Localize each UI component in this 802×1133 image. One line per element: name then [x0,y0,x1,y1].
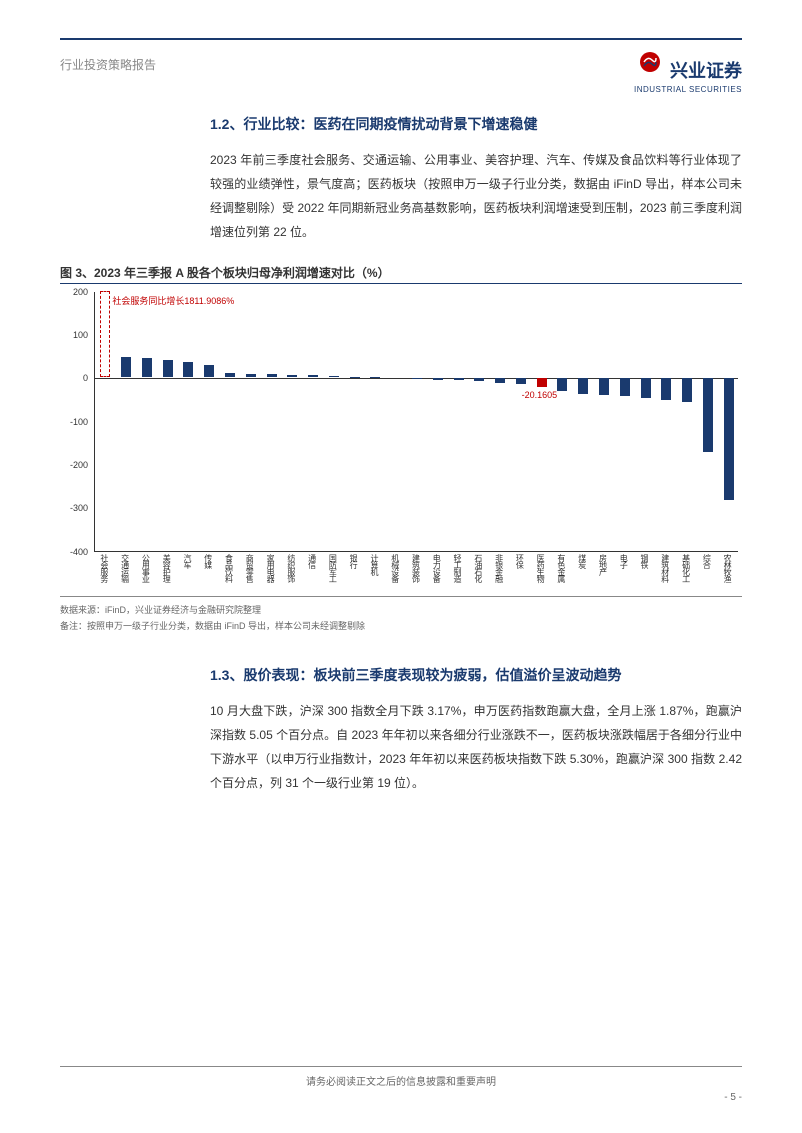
x-label: 基础化工 [681,554,692,582]
bar [308,375,318,377]
bar [599,378,609,394]
x-label: 电力设备 [431,554,442,582]
bar [454,378,464,380]
bar [267,374,277,377]
footer-rule [60,1066,742,1067]
page-header: 行业投资策略报告 兴业证券 INDUSTRIAL SECURITIES [60,50,742,94]
x-label: 美容护理 [161,554,172,582]
x-label: 非银金融 [494,554,505,582]
bar [620,378,630,395]
caption-rule [60,283,742,284]
figure-3-chart: 2001000-100-200-300-400 社会服务同比增长1811.908… [60,292,742,592]
bar [641,378,651,398]
y-tick: -100 [70,417,88,427]
x-label: 交通运输 [120,554,131,582]
x-label: 建筑装饰 [411,554,422,582]
x-label: 房地产 [597,554,608,575]
report-type-label: 行业投资策略报告 [60,50,156,73]
annotation-top: 社会服务同比增长1811.9086% [112,294,234,307]
x-label: 有色金属 [556,554,567,582]
bar [163,360,173,377]
bar [661,378,671,400]
bar [703,378,713,452]
bar [516,378,526,383]
figure-3-source: 数据来源：iFinD，兴业证券经济与金融研究院整理 [60,603,742,616]
bar [433,378,443,379]
bar [578,378,588,393]
source-rule [60,596,742,597]
section-1-3-body: 10 月大盘下跌，沪深 300 指数全月下跌 3.17%，申万医药指数跑赢大盘，… [210,699,742,795]
bar [121,357,131,378]
y-tick: 200 [73,287,88,297]
x-label: 建筑材料 [660,554,671,582]
bar [412,378,422,379]
y-tick: -200 [70,460,88,470]
bar [204,365,214,377]
x-label: 家用电器 [265,554,276,582]
section-1-2-title: 1.2、行业比较：医药在同期疫情扰动背景下增速稳健 [210,114,742,134]
x-label: 传媒 [203,554,214,568]
section-1-2-body: 2023 年前三季度社会服务、交通运输、公用事业、美容护理、汽车、传媒及食品饮料… [210,148,742,244]
plot-area: 社会服务同比增长1811.9086% -20.1605 [94,292,738,552]
x-label: 公用事业 [140,554,151,582]
bar [225,373,235,377]
x-label: 社会服务 [99,554,110,582]
bar [557,378,567,390]
bar [537,378,547,387]
x-label: 钢铁 [639,554,650,568]
logo-icon [638,50,662,74]
logo-text-cn: 兴业证券 [670,57,742,83]
page-number: - 5 - [60,1092,742,1103]
annotation-mid: -20.1605 [522,390,558,400]
figure-3-note: 备注：按照申万一级子行业分类，数据由 iFinD 导出，样本公司未经调整剔除 [60,619,742,632]
bar [350,377,360,378]
x-label: 电子 [618,554,629,568]
footer-disclaimer: 请务必阅读正文之后的信息披露和重要声明 [60,1073,742,1088]
x-label: 机械设备 [390,554,401,582]
bar [329,376,339,378]
bar [246,374,256,377]
x-label: 国防军工 [327,554,338,582]
x-label: 食品饮料 [224,554,235,582]
bar [682,378,692,402]
figure-3-caption: 图 3、2023 年三季报 A 股各个板块归母净利润增速对比（%） [60,264,742,281]
company-logo: 兴业证券 INDUSTRIAL SECURITIES [634,50,742,94]
x-label: 农林牧渔 [722,554,733,582]
bar [183,362,193,377]
x-label: 综合 [701,554,712,568]
x-label: 通信 [307,554,318,568]
x-label: 医药生物 [535,554,546,582]
bar [287,375,297,378]
x-label: 商贸零售 [244,554,255,582]
x-label: 轻工制造 [452,554,463,582]
bar [142,358,152,378]
top-rule [60,38,742,40]
x-label: 计算机 [369,554,380,575]
x-axis-labels: 社会服务交通运输公用事业美容护理汽车传媒食品饮料商贸零售家用电器纺织服饰通信国防… [94,552,738,592]
y-tick: 0 [83,373,88,383]
section-1-3-title: 1.3、股价表现：板块前三季度表现较为疲弱，估值溢价呈波动趋势 [210,665,742,685]
x-label: 煤炭 [577,554,588,568]
bar [724,378,734,499]
y-axis: 2001000-100-200-300-400 [60,292,92,552]
x-label: 汽车 [182,554,193,568]
x-label: 纺织服饰 [286,554,297,582]
y-tick: -400 [70,547,88,557]
bar [495,378,505,382]
y-tick: -300 [70,503,88,513]
bar [100,291,110,378]
x-label: 银行 [348,554,359,568]
page-footer: 请务必阅读正文之后的信息披露和重要声明 - 5 - [60,1066,742,1103]
x-label: 环保 [514,554,525,568]
x-label: 石油石化 [473,554,484,582]
y-tick: 100 [73,330,88,340]
bar [474,378,484,381]
logo-text-en: INDUSTRIAL SECURITIES [634,85,742,94]
